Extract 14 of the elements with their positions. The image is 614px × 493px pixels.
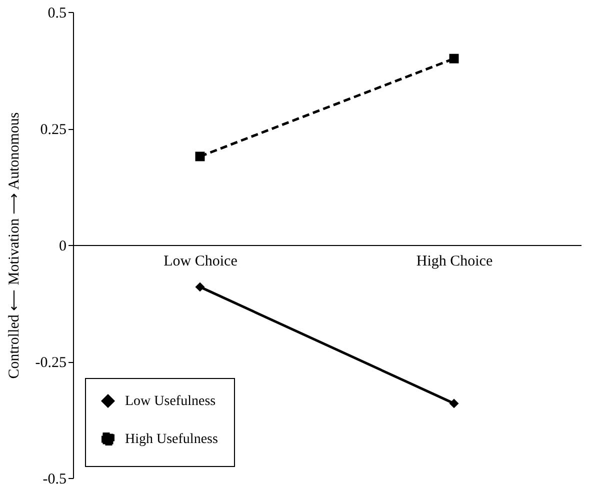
y-tick-label: 0 xyxy=(59,238,66,254)
x-tick-label: High Choice xyxy=(416,254,493,270)
x-tick-label: Low Choice xyxy=(164,254,238,270)
y-tick-label: -0.5 xyxy=(42,472,66,488)
point xyxy=(195,152,205,162)
y-tick-label: 0.5 xyxy=(48,6,66,22)
y-tick-label: -0.25 xyxy=(35,355,66,371)
y-tick-label: 0.25 xyxy=(40,122,66,138)
point xyxy=(195,282,205,292)
legend-label: High Usefulness xyxy=(125,432,218,447)
legend-label: Low Usefulness xyxy=(125,394,216,409)
point xyxy=(449,54,459,64)
y-axis-title: Controlled ⟵ Motivation ⟶ Autonomous xyxy=(6,112,22,379)
point xyxy=(449,398,459,408)
